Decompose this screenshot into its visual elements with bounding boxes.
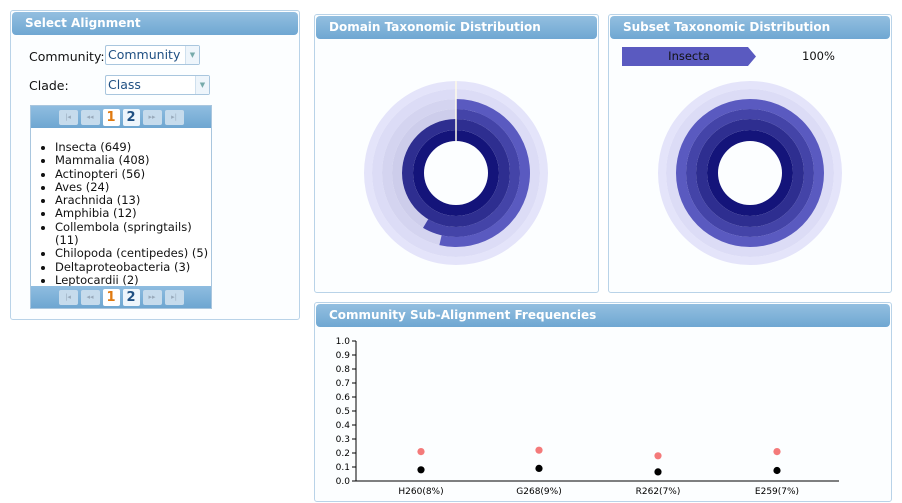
frequency-chart: 0.0 0.1 0.2 0.3 0.4 0.5 0.6 0.7 0.8 0.9 1.0 H260(8%… — [336, 337, 839, 497]
breadcrumb-label: Insecta — [668, 49, 710, 63]
clade-list-item[interactable]: Aves (24) — [55, 180, 211, 194]
y-tick-label: 0.6 — [336, 393, 351, 403]
next-page-icon[interactable]: ▸▸ — [142, 289, 162, 305]
panel-title: Subset Taxonomic Distribution — [610, 16, 890, 39]
data-point-red[interactable] — [773, 448, 781, 456]
last-page-icon[interactable]: ▸| — [164, 109, 184, 125]
y-tick-label: 0.1 — [336, 463, 350, 473]
clade-list-item[interactable]: Chilopoda (centipedes) (5) — [55, 247, 211, 261]
x-tick-label: H260(8%) — [398, 487, 443, 497]
x-tick-label: G268(9%) — [516, 487, 561, 497]
clade-list-item[interactable]: Collembola (springtails) (11) — [55, 220, 211, 248]
clade-value: Class — [108, 77, 141, 92]
page-1-button[interactable]: 1 — [102, 288, 120, 306]
data-point-black[interactable] — [417, 466, 425, 474]
x-tick-label: E259(7%) — [755, 487, 799, 497]
next-page-icon[interactable]: ▸▸ — [142, 109, 162, 125]
first-page-icon[interactable]: |◂ — [58, 289, 78, 305]
clade-list-item[interactable]: Mammalia (408) — [55, 153, 211, 167]
y-tick-label: 0.7 — [336, 379, 350, 389]
y-tick-label: 0.3 — [336, 435, 350, 445]
subset-distribution-panel: Subset Taxonomic Distribution Insecta 10… — [608, 14, 892, 293]
last-page-icon[interactable]: ▸| — [164, 289, 184, 305]
subset-sunburst[interactable] — [609, 41, 892, 291]
domain-sunburst[interactable] — [315, 41, 598, 291]
y-tick-label: 0.0 — [336, 477, 351, 487]
page-2-button[interactable]: 2 — [122, 288, 140, 306]
chevron-down-icon: ▼ — [185, 46, 199, 64]
data-point-black[interactable] — [654, 468, 662, 476]
sunburst-segment[interactable] — [707, 130, 793, 216]
community-select[interactable]: Community 3 ▼ — [105, 45, 200, 65]
clade-list-item[interactable]: Arachnida (13) — [55, 193, 211, 207]
data-point-red[interactable] — [535, 446, 543, 454]
sunburst-segment[interactable] — [423, 109, 520, 237]
x-tick-label: R262(7%) — [636, 487, 681, 497]
page-1-button[interactable]: 1 — [102, 108, 120, 126]
sub-alignment-frequencies-panel: Community Sub-Alignment Frequencies 0.0 0… — [314, 302, 892, 502]
prev-page-icon[interactable]: ◂◂ — [80, 109, 100, 125]
clade-list-box: |◂◂◂ 12 ▸▸▸| Insecta (649)Mammalia (408)… — [30, 105, 212, 309]
community-value: Community 3 — [108, 47, 193, 62]
chevron-down-icon: ▼ — [195, 76, 209, 94]
panel-title: Domain Taxonomic Distribution — [316, 16, 597, 39]
clade-list-item[interactable]: Amphibia (12) — [55, 207, 211, 221]
y-tick-label: 0.8 — [336, 365, 351, 375]
y-tick-label: 0.9 — [336, 351, 351, 361]
clade-list-item[interactable]: Actinopteri (56) — [55, 167, 211, 181]
prev-page-icon[interactable]: ◂◂ — [80, 289, 100, 305]
panel-title: Community Sub-Alignment Frequencies — [316, 304, 890, 327]
data-point-red[interactable] — [417, 448, 425, 456]
page-2-button[interactable]: 2 — [122, 108, 140, 126]
y-tick-label: 0.4 — [336, 421, 351, 431]
clade-label: Clade: — [29, 78, 69, 93]
clade-list-item[interactable]: Deltaproteobacteria (3) — [55, 260, 211, 274]
sunburst-segment[interactable] — [413, 130, 499, 216]
y-tick-label: 0.2 — [336, 449, 350, 459]
clade-select[interactable]: Class ▼ — [105, 75, 210, 95]
clade-list-item[interactable]: Leptocardii (2) — [55, 273, 211, 287]
y-tick-label: 0.5 — [336, 407, 350, 417]
domain-distribution-panel: Domain Taxonomic Distribution — [314, 14, 599, 293]
panel-title: Select Alignment — [12, 12, 298, 35]
clade-list-item[interactable]: Insecta (649) — [55, 140, 211, 154]
breadcrumb-insecta[interactable]: Insecta — [622, 47, 756, 66]
clade-list: Insecta (649)Mammalia (408)Actinopteri (… — [40, 140, 211, 287]
data-point-red[interactable] — [654, 452, 662, 460]
subset-percent: 100% — [802, 49, 835, 63]
data-point-black[interactable] — [773, 466, 781, 475]
y-tick-label: 1.0 — [336, 337, 351, 347]
first-page-icon[interactable]: |◂ — [58, 109, 78, 125]
data-point-black[interactable] — [535, 464, 543, 472]
community-label: Community: — [29, 49, 105, 64]
select-alignment-panel: Select Alignment Community: Community 3 ▼… — [10, 10, 300, 320]
